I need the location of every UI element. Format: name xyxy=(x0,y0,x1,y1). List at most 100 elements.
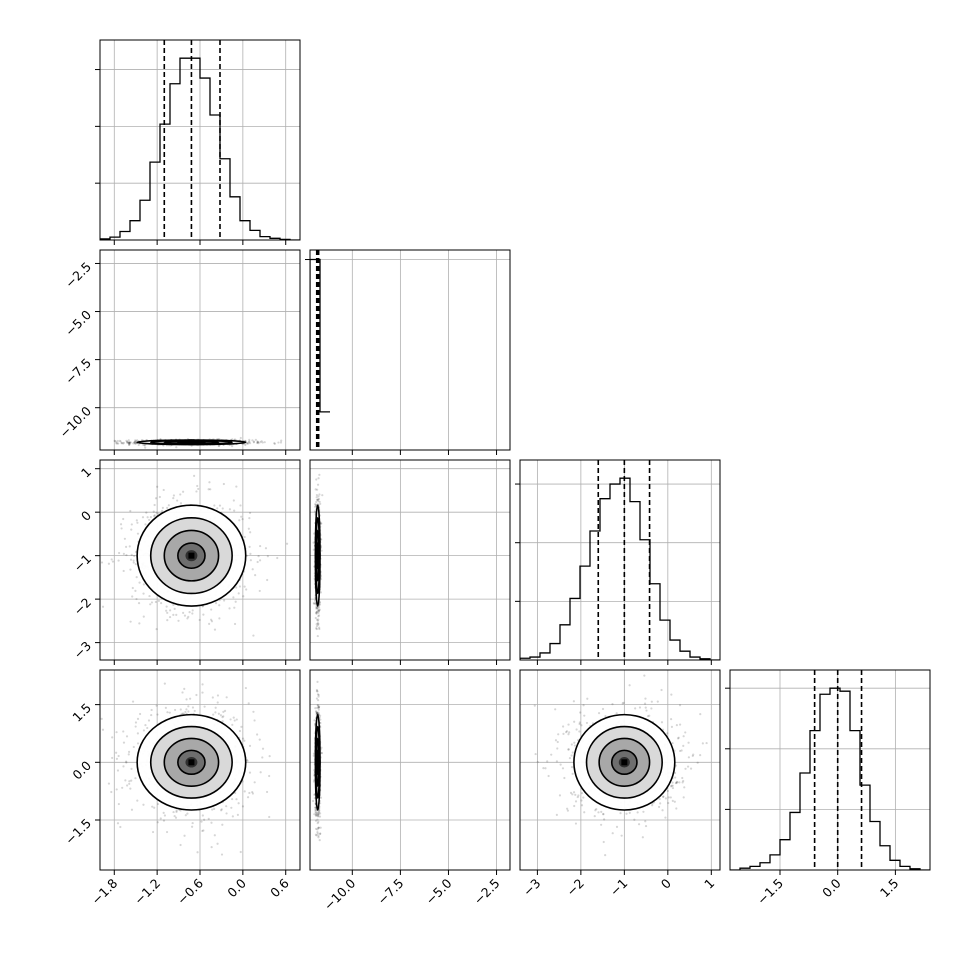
sample-point xyxy=(150,516,152,518)
sample-point xyxy=(249,772,251,774)
sample-point xyxy=(248,440,250,442)
sample-point xyxy=(186,813,188,815)
sample-point xyxy=(187,616,189,618)
sample-point xyxy=(168,504,170,506)
sample-point xyxy=(192,822,194,824)
sample-point xyxy=(209,488,211,490)
sample-point xyxy=(202,614,204,616)
sample-point xyxy=(133,561,135,563)
sample-point xyxy=(208,623,210,625)
sample-point xyxy=(220,809,222,811)
sample-point xyxy=(128,439,130,441)
sample-point xyxy=(111,757,113,759)
sample-point xyxy=(189,698,191,700)
density-peak xyxy=(188,553,194,559)
sample-point xyxy=(214,834,216,836)
sample-point xyxy=(149,603,151,605)
sample-point xyxy=(128,780,130,782)
sample-point xyxy=(575,822,577,824)
sample-point xyxy=(244,444,246,446)
sample-point xyxy=(280,441,282,443)
sample-point xyxy=(163,820,165,822)
sample-point xyxy=(158,600,160,602)
sample-point xyxy=(222,507,224,509)
density-3-0 xyxy=(91,683,271,856)
sample-point xyxy=(135,725,137,727)
sample-point xyxy=(202,829,204,831)
sample-point xyxy=(110,791,112,793)
sample-point xyxy=(233,607,235,609)
sample-point xyxy=(562,733,564,735)
density-peak xyxy=(315,759,321,765)
sample-point xyxy=(187,710,189,712)
sample-point xyxy=(239,585,241,587)
sample-point xyxy=(155,497,157,499)
sample-point xyxy=(120,523,122,525)
sample-point xyxy=(314,809,316,811)
sample-point xyxy=(235,586,237,588)
sample-point xyxy=(169,616,171,618)
sample-point xyxy=(317,615,319,617)
sample-point xyxy=(233,510,235,512)
sample-point xyxy=(238,519,240,521)
sample-point xyxy=(197,488,199,490)
sample-point xyxy=(213,808,215,810)
sample-point xyxy=(114,440,116,442)
sample-point xyxy=(234,719,236,721)
sample-point xyxy=(148,595,150,597)
sample-point xyxy=(161,510,163,512)
sample-point xyxy=(166,831,168,833)
sample-point xyxy=(136,800,138,802)
sample-point xyxy=(133,559,135,561)
sample-point xyxy=(231,798,233,800)
sample-point xyxy=(121,787,123,789)
sample-point xyxy=(136,519,138,521)
sample-point xyxy=(159,496,161,498)
sample-point xyxy=(253,719,255,721)
sample-point xyxy=(101,718,103,720)
sample-point xyxy=(250,559,252,561)
sample-point xyxy=(316,628,318,630)
sample-point xyxy=(315,478,317,480)
sample-point xyxy=(111,558,113,560)
sample-point xyxy=(154,504,156,506)
sample-point xyxy=(248,517,250,519)
sample-point xyxy=(221,853,223,855)
sample-point xyxy=(160,817,162,819)
sample-point xyxy=(257,561,259,563)
sample-point xyxy=(145,512,147,514)
sample-point xyxy=(175,446,177,448)
sample-point xyxy=(249,745,251,747)
sample-point xyxy=(242,595,244,597)
sample-point xyxy=(131,554,133,556)
sample-point xyxy=(316,697,318,699)
sample-point xyxy=(179,493,181,495)
sample-point xyxy=(286,543,288,545)
sample-point xyxy=(117,442,119,444)
sample-point xyxy=(218,713,220,715)
sample-point xyxy=(124,779,126,781)
sample-point xyxy=(156,713,158,715)
y-tick-label: −5.0 xyxy=(62,307,94,339)
sample-point xyxy=(200,820,202,822)
sample-point xyxy=(172,614,174,616)
sample-point xyxy=(91,786,93,788)
sample-point xyxy=(645,709,647,711)
sample-point xyxy=(130,780,132,782)
panel-frame xyxy=(520,460,720,660)
sample-point xyxy=(119,440,121,442)
sample-point xyxy=(118,552,120,554)
sample-point xyxy=(154,514,156,516)
sample-point xyxy=(225,812,227,814)
sample-point xyxy=(137,533,139,535)
sample-point xyxy=(191,612,193,614)
sample-point xyxy=(314,811,316,813)
sample-point xyxy=(318,493,320,495)
sample-point xyxy=(137,718,139,720)
y-tick-label: −2 xyxy=(70,595,94,619)
sample-point xyxy=(215,707,217,709)
sample-point xyxy=(268,775,270,777)
x-tick-label: 0.0 xyxy=(224,875,249,900)
sample-point xyxy=(211,808,213,810)
sample-point xyxy=(682,745,684,747)
